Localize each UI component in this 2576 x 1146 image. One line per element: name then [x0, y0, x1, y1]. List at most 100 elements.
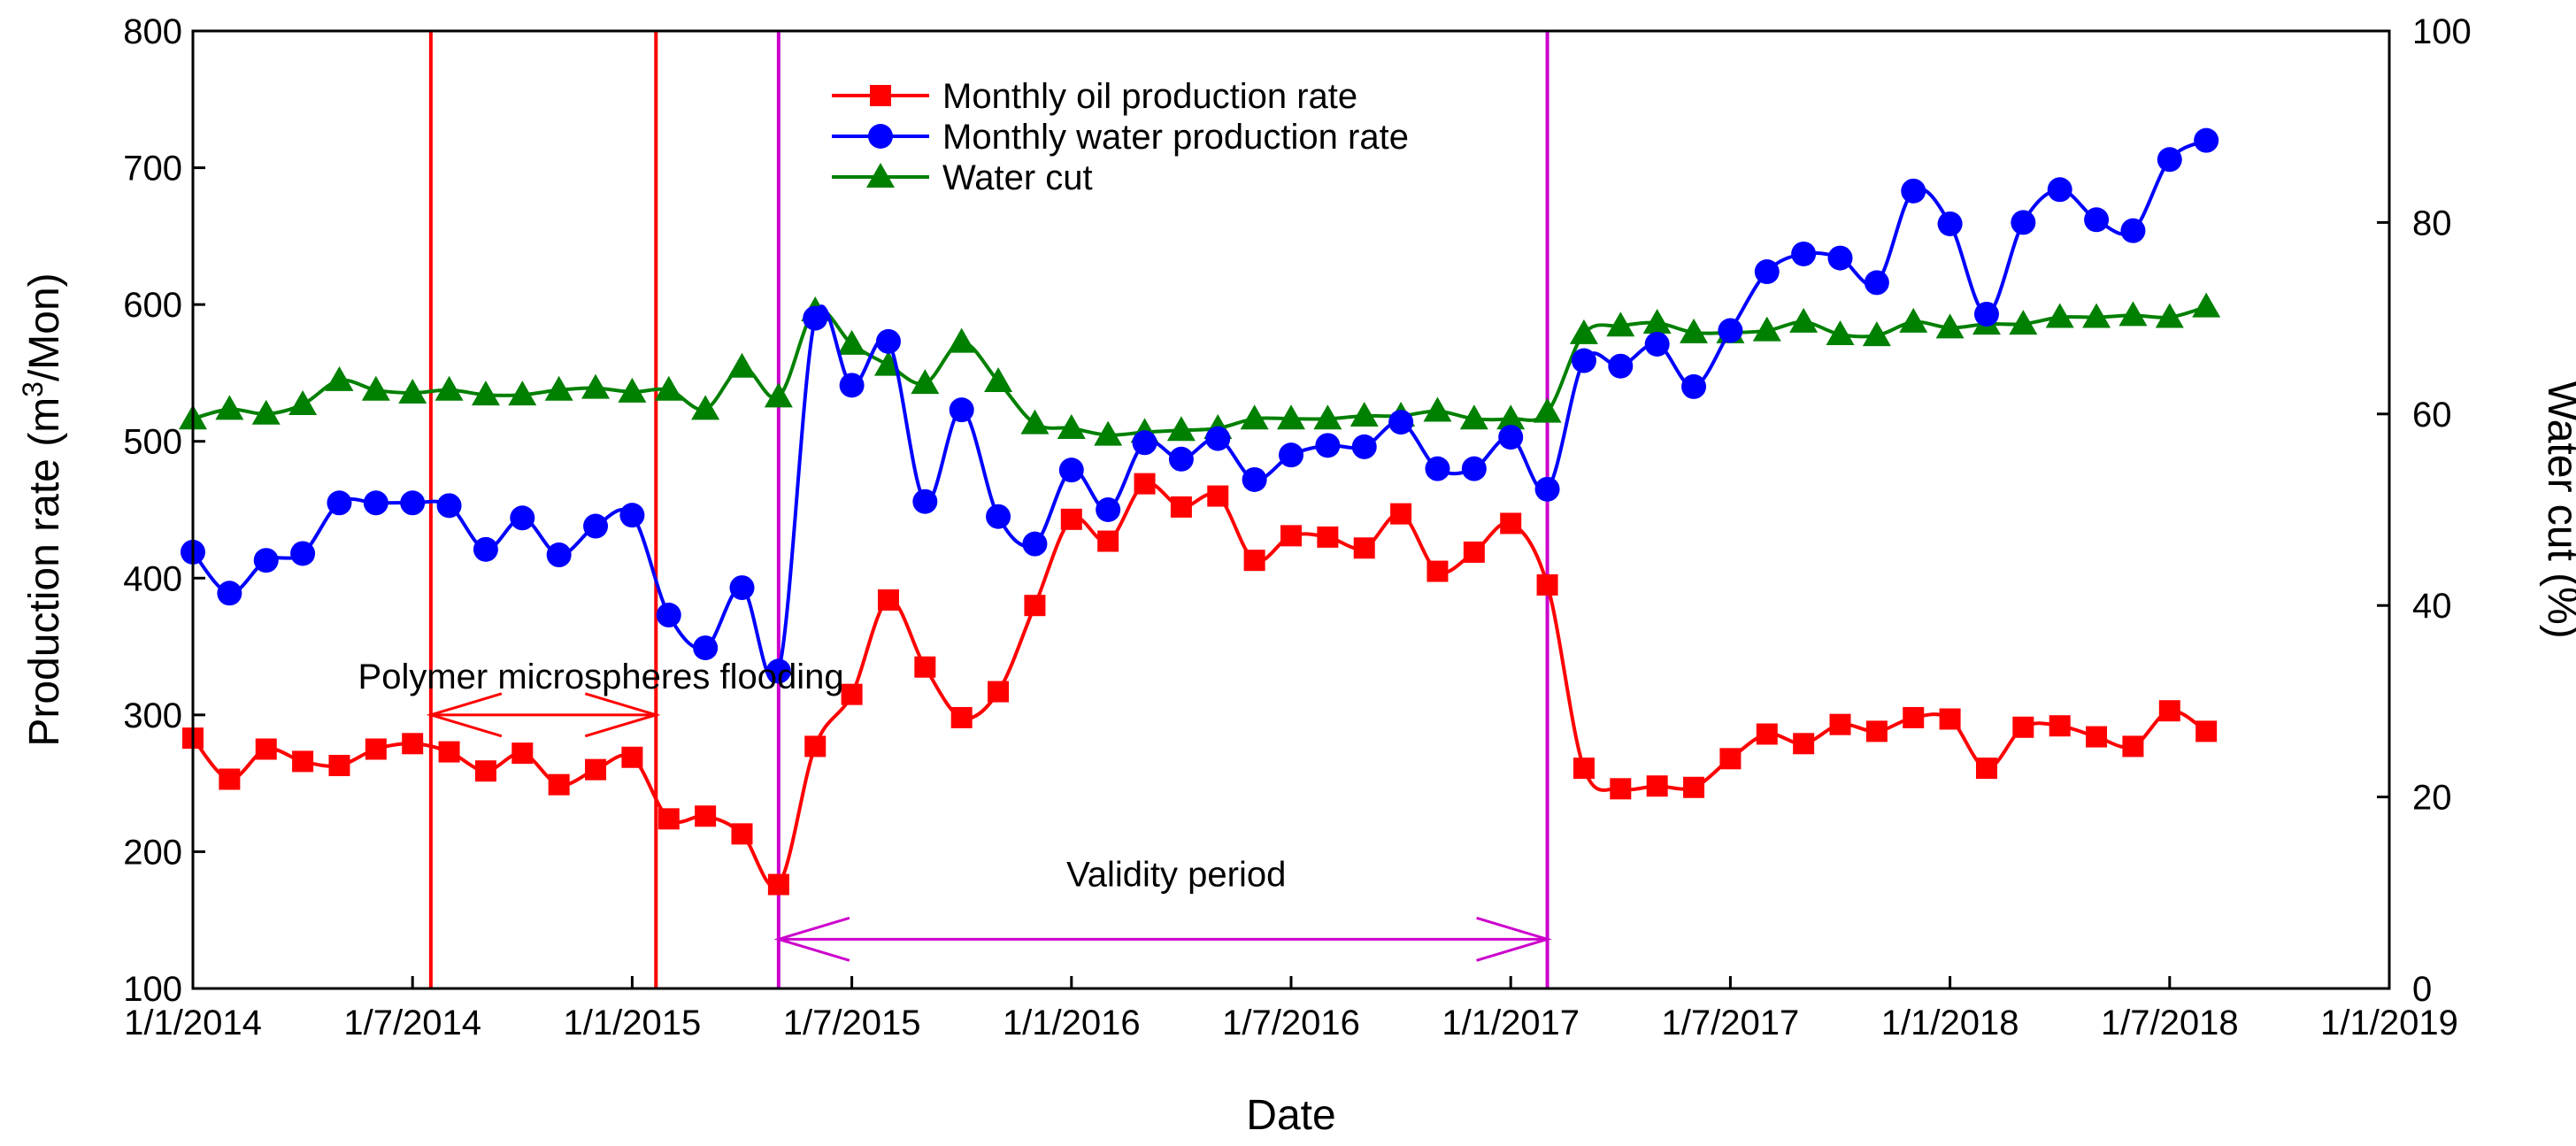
annotations-layer: Polymer microspheres flooding Validity pe…: [358, 658, 1552, 962]
data-point: [2049, 715, 2071, 737]
data-point: [2082, 303, 2111, 328]
data-point: [585, 758, 607, 781]
data-point: [2011, 210, 2036, 235]
series-monthly-water-production-rate: [181, 127, 2219, 684]
data-point: [1939, 708, 1961, 730]
data-point: [1903, 706, 1925, 728]
data-point: [2045, 303, 2074, 328]
data-point: [1461, 456, 1487, 481]
series-monthly-oil-production-rate: [182, 473, 2218, 896]
data-point: [1756, 723, 1778, 745]
data-point: [363, 490, 388, 516]
y-tick-label: 100: [123, 970, 182, 1009]
data-point: [804, 735, 827, 758]
data-point: [1683, 776, 1705, 798]
data-point: [325, 365, 354, 391]
x-tick-label: 1/7/2014: [343, 1004, 481, 1042]
y-axis-title-part: /Mon): [21, 273, 68, 381]
data-point: [1097, 530, 1119, 552]
data-point: [402, 733, 424, 755]
data-point: [912, 488, 938, 514]
data-point: [619, 503, 645, 528]
data-point: [765, 658, 791, 684]
data-point: [1864, 270, 1889, 296]
data-point: [2084, 207, 2110, 233]
data-point: [986, 504, 1011, 529]
data-point: [1536, 574, 1558, 596]
data-point: [1279, 442, 1303, 468]
data-point: [1134, 473, 1156, 495]
data-point: [1608, 353, 1634, 379]
annotation-2: Validity period: [773, 855, 1552, 962]
data-point: [1022, 531, 1048, 557]
data-point: [1573, 758, 1595, 780]
annotation-label: Validity period: [1066, 855, 1286, 894]
data-point: [1534, 476, 1560, 502]
data-point: [618, 377, 647, 403]
data-point: [290, 541, 316, 566]
data-point: [949, 397, 974, 423]
series-layer: [179, 127, 2221, 896]
data-point: [1500, 512, 1522, 535]
data-point: [1610, 778, 1632, 800]
y-axis-title-part: Production rate (m: [21, 397, 68, 747]
y-tick-label: 700: [123, 150, 182, 188]
data-point: [1829, 713, 1851, 735]
data-point: [546, 542, 572, 568]
legend-item-3: Water cut: [832, 158, 1093, 197]
data-point: [1606, 311, 1635, 337]
data-point: [583, 513, 609, 539]
data-point: [1752, 316, 1781, 342]
data-point: [657, 808, 680, 830]
x-tick-label: 1/1/2019: [2320, 1004, 2458, 1042]
data-point: [398, 378, 427, 404]
data-point: [438, 741, 460, 763]
y2-axis-title: Water cut (%): [2539, 381, 2576, 639]
legend-label: Monthly oil production rate: [942, 77, 1357, 116]
data-point: [950, 706, 973, 728]
data-point: [2194, 127, 2219, 153]
data-point: [2012, 716, 2034, 738]
data-point: [1937, 211, 1963, 236]
data-point: [841, 683, 863, 705]
data-point: [219, 768, 241, 790]
data-point: [1280, 525, 1302, 547]
data-point: [511, 742, 534, 765]
data-point: [1277, 404, 1305, 430]
data-point: [803, 305, 828, 331]
data-point: [1353, 537, 1375, 559]
data-point: [875, 328, 901, 354]
data-point: [1425, 456, 1450, 481]
data-point: [434, 375, 464, 401]
x-axis-title: Date: [1246, 1092, 1335, 1139]
data-point: [729, 575, 755, 601]
data-point: [1315, 433, 1341, 458]
data-point: [2047, 177, 2072, 203]
data-point: [1168, 446, 1194, 472]
data-point: [1350, 401, 1379, 427]
data-point: [508, 381, 537, 406]
legend-label: Monthly water production rate: [942, 118, 1409, 157]
x-tick-label: 1/7/2016: [1222, 1004, 1360, 1042]
x-tick-label: 1/1/2017: [1442, 1004, 1580, 1042]
data-point: [288, 389, 318, 415]
y2-tick-label: 20: [2412, 779, 2452, 818]
legend-item-1: Monthly oil production rate: [832, 77, 1357, 116]
data-point: [1317, 526, 1339, 548]
data-point: [1862, 321, 1891, 347]
y2-tick-label: 80: [2412, 204, 2452, 242]
data-point: [1680, 318, 1709, 343]
legend-marker: [868, 124, 893, 149]
data-point: [548, 773, 570, 796]
vertical-lines-layer: [428, 31, 1549, 988]
y-tick-label: 200: [123, 833, 182, 872]
data-point: [1865, 720, 1888, 742]
data-point: [837, 329, 866, 355]
data-point: [510, 505, 535, 531]
data-point: [2155, 303, 2184, 328]
data-point: [621, 746, 643, 768]
x-tick-label: 1/7/2018: [2101, 1004, 2239, 1042]
data-point: [1718, 318, 1743, 343]
data-point: [2195, 720, 2218, 742]
